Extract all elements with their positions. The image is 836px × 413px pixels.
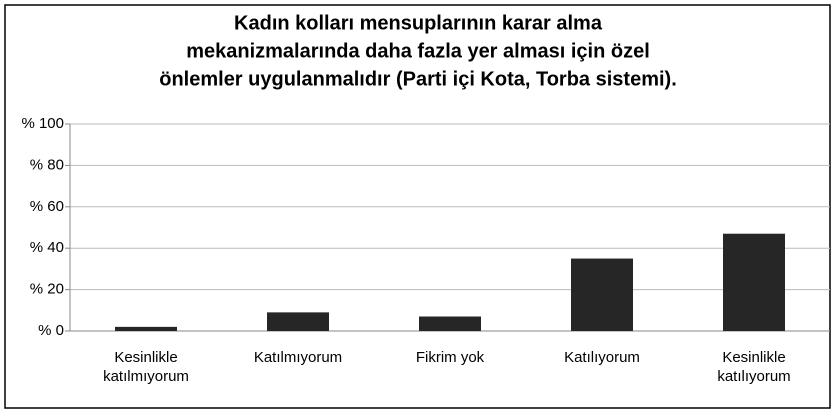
bar	[419, 316, 481, 331]
bar	[115, 326, 177, 331]
bar	[267, 312, 329, 331]
x-tick-label: Kesinlikle katılmıyorum	[103, 349, 189, 385]
x-tick-label: Kesinlikle katılıyorum	[717, 349, 791, 385]
x-tick-label: Katılıyorum	[564, 349, 640, 366]
y-tick-label: % 80	[30, 156, 64, 173]
y-tick-label: % 20	[30, 281, 64, 298]
bar	[571, 258, 633, 331]
y-tick-label: % 60	[30, 198, 64, 215]
x-tick-label: Katılmıyorum	[253, 349, 343, 366]
bar	[723, 233, 785, 331]
x-tick-label: Fikrim yok	[415, 349, 485, 366]
chart-title: önlemler uygulanmalıdır (Parti içi Kota,…	[159, 68, 677, 90]
y-tick-label: % 100	[21, 115, 64, 132]
chart-title: Kadın kolları mensuplarının karar alma	[234, 12, 603, 34]
chart-title: mekanizmalarında daha fazla yer alması i…	[186, 40, 650, 62]
y-tick-label: % 0	[38, 322, 64, 339]
y-tick-label: % 40	[30, 239, 64, 256]
